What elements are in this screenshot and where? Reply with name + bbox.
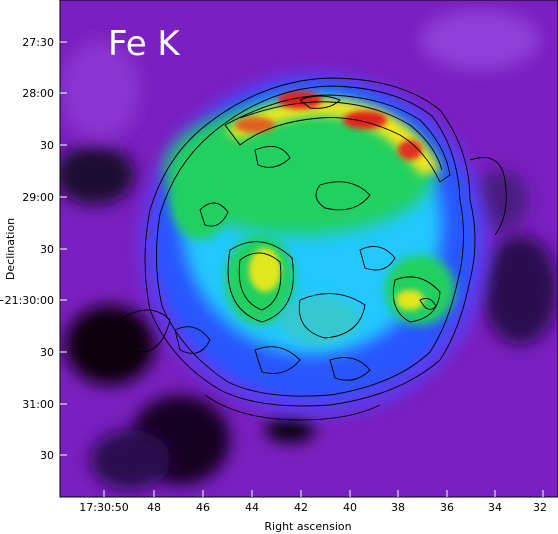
tick-marks	[60, 41, 544, 497]
x-tick-label: 36	[440, 501, 454, 514]
y-tick-label: 28:00	[22, 87, 54, 100]
x-tick-label: 17:30:50	[79, 501, 128, 514]
y-tick-labels: 27:30 28:00 30 29:00 30 −21:30:00 30 31:…	[0, 36, 54, 462]
y-axis-label: Declination	[4, 218, 17, 280]
y-tick-label: 31:00	[22, 398, 54, 411]
x-tick-label: 34	[488, 501, 502, 514]
x-tick-label: 40	[343, 501, 357, 514]
x-tick-label: 38	[391, 501, 405, 514]
x-tick-labels: 17:30:50 48 46 44 42 40 38 36 34 32	[79, 501, 547, 514]
y-tick-label: 30	[40, 243, 54, 256]
x-tick-label: 46	[196, 501, 210, 514]
x-tick-label: 48	[147, 501, 161, 514]
x-tick-label: 32	[533, 501, 547, 514]
y-tick-label: 27:30	[22, 36, 54, 49]
radio-contours	[119, 77, 507, 421]
panel-label: Fe K	[108, 24, 181, 64]
x-axis-label: Right ascension	[264, 520, 351, 533]
y-tick-label: 30	[40, 139, 54, 152]
x-tick-label: 42	[294, 501, 308, 514]
y-tick-label: 30	[40, 449, 54, 462]
remnant-emission	[140, 73, 490, 417]
image-panel: Fe K	[60, 0, 558, 497]
y-tick-label: 30	[40, 346, 54, 359]
y-tick-label: −21:30:00	[0, 294, 54, 307]
x-tick-label: 44	[245, 501, 259, 514]
y-tick-label: 29:00	[22, 191, 54, 204]
